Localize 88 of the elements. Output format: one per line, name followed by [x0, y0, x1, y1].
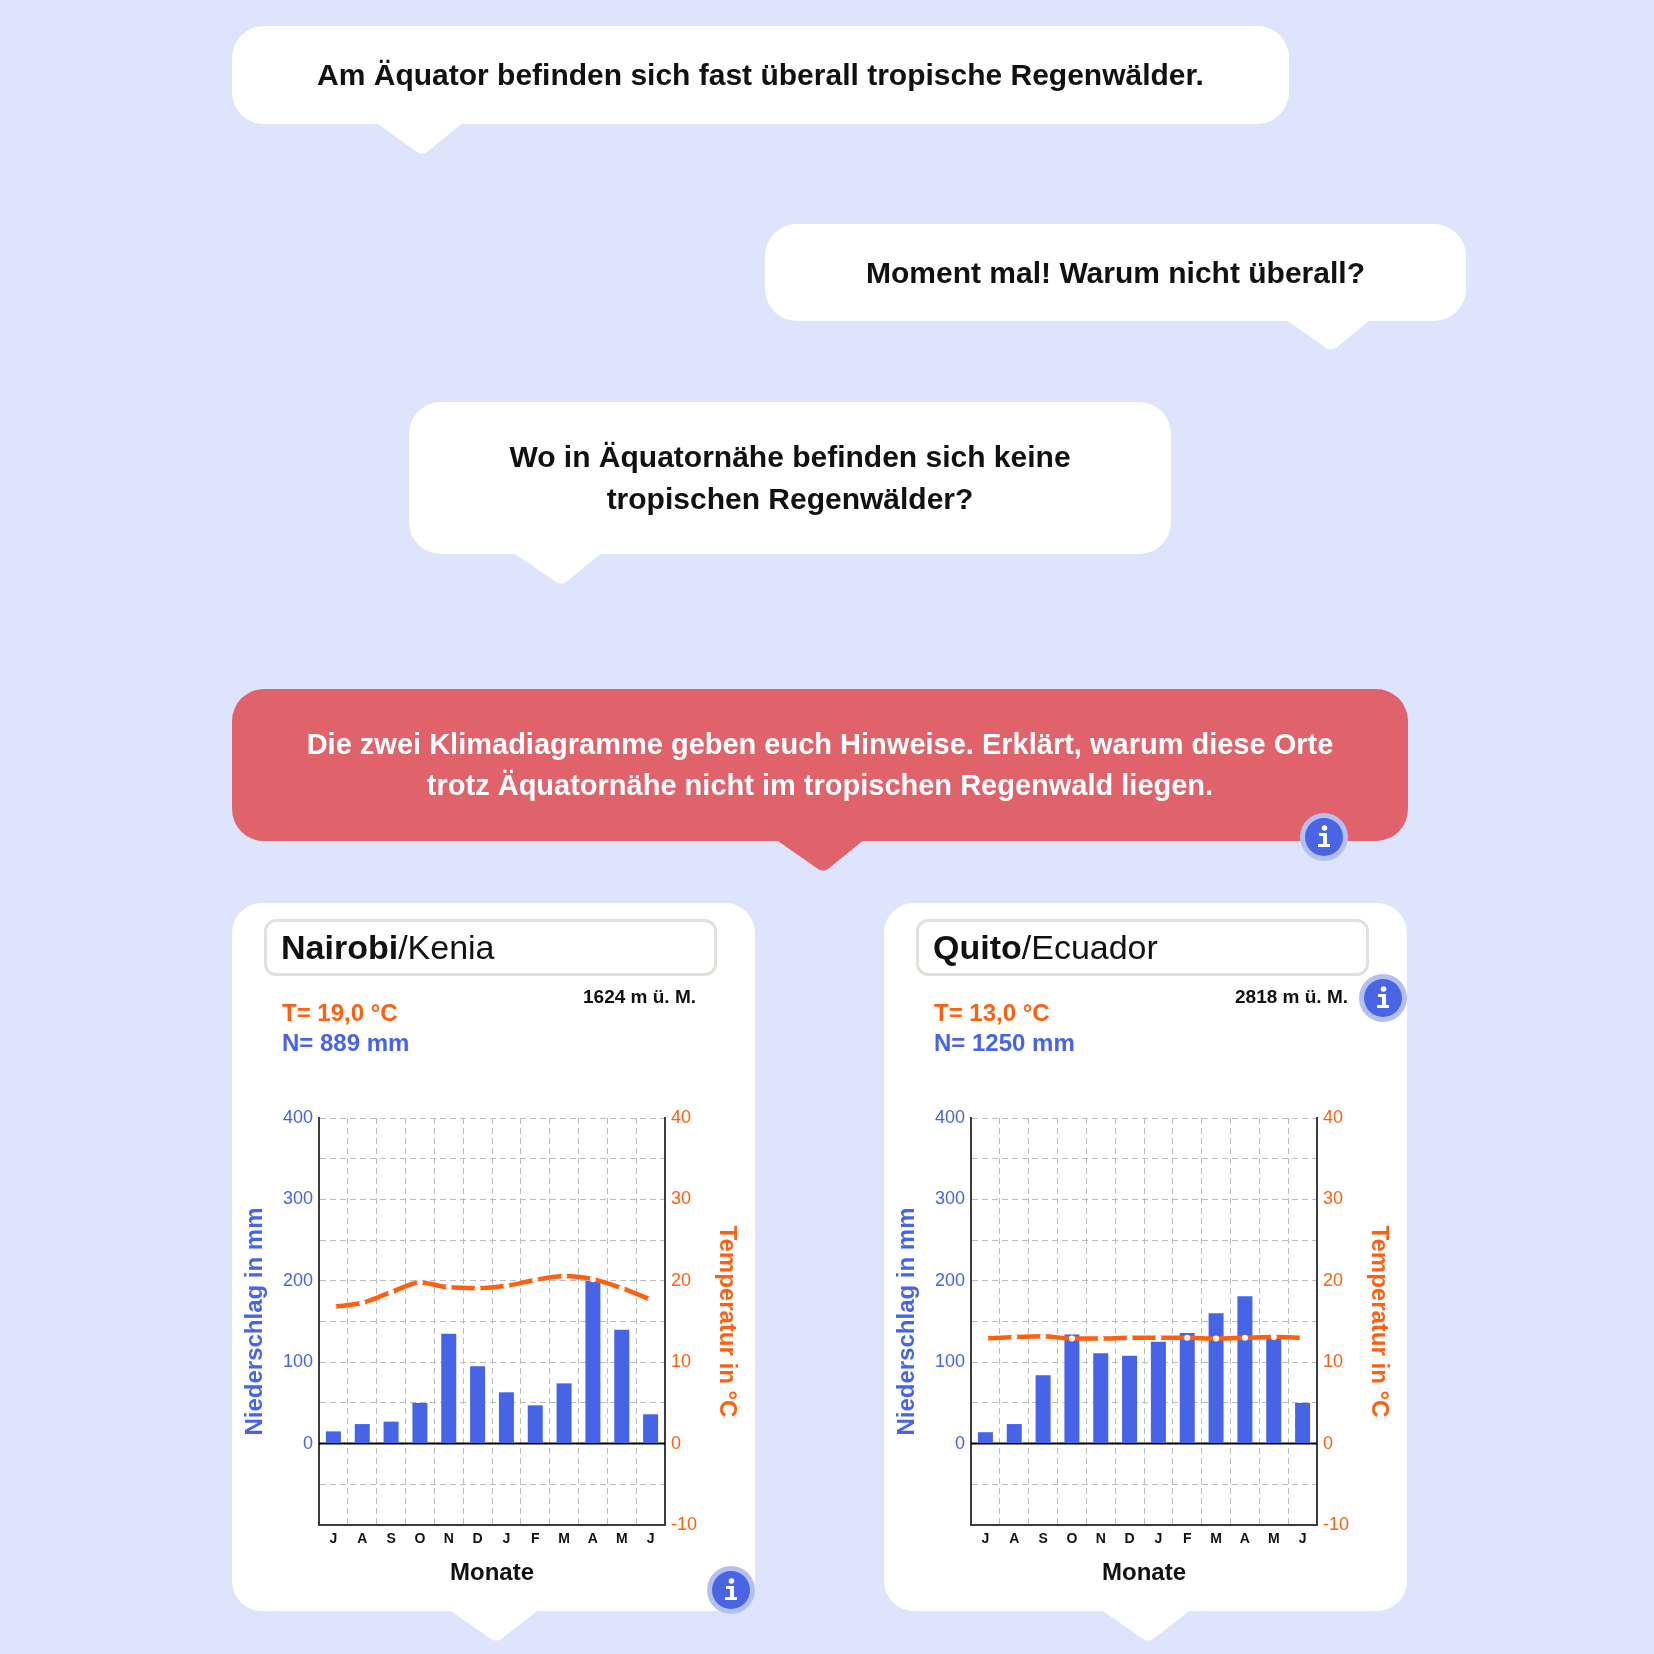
bar	[1179, 1332, 1195, 1444]
y2-tick-label: 10	[1323, 1351, 1344, 1372]
x-tick-label: F	[1182, 1530, 1192, 1547]
y-tick-label: 200	[282, 1269, 313, 1290]
x-tick-label: F	[530, 1530, 540, 1547]
bar	[412, 1402, 428, 1444]
y-tick-label: 200	[934, 1269, 965, 1290]
text: Wo in Äquatornähe befinden sich keine tropischen Regenwälder?	[508, 439, 1072, 517]
bar	[614, 1329, 630, 1444]
y2-axis-title: Temperatur in °C	[1366, 1225, 1394, 1418]
bar	[354, 1424, 370, 1444]
y-tick-label: 0	[954, 1432, 965, 1453]
bar	[556, 1383, 572, 1444]
bar	[643, 1414, 659, 1444]
bar	[1208, 1313, 1224, 1444]
y-tick-label: 0	[302, 1432, 313, 1453]
x-tick-label: A	[587, 1530, 598, 1547]
x-tick-label: J	[1154, 1530, 1163, 1547]
x-axis-title: Monate	[450, 1558, 534, 1586]
bar	[498, 1392, 514, 1444]
chart-title: Nairobi/Kenia	[281, 928, 495, 967]
text: 1624 m ü. M.	[582, 986, 696, 1008]
y2-tick-label: 40	[671, 1106, 692, 1127]
text: T= 13,0 °C	[934, 999, 1050, 1027]
y2-tick-label: 0	[1323, 1432, 1334, 1453]
y2-tick-label: 0	[671, 1432, 682, 1453]
y2-tick-label: 20	[1323, 1269, 1344, 1290]
y2-tick-label: 40	[1323, 1106, 1344, 1127]
x-tick-label: N	[443, 1530, 454, 1547]
text: N= 889 mm	[282, 1029, 410, 1057]
x-tick-label: J	[502, 1530, 511, 1547]
y-axis-title: Niederschlag in mm	[892, 1207, 920, 1436]
x-tick-label: M	[558, 1530, 570, 1547]
x-tick-label: M	[1210, 1530, 1222, 1547]
y-tick-label: 300	[282, 1188, 313, 1209]
y2-tick-label: 10	[671, 1351, 692, 1372]
x-tick-label: A	[357, 1530, 368, 1547]
bar	[1237, 1296, 1253, 1444]
y-tick-label: 400	[934, 1106, 965, 1127]
bar	[585, 1280, 601, 1444]
y-tick-label: 400	[282, 1106, 313, 1127]
x-tick-label: A	[1239, 1530, 1250, 1547]
y2-tick-label: 20	[671, 1269, 692, 1290]
bar	[383, 1421, 399, 1444]
y2-tick-label: 30	[1323, 1188, 1344, 1209]
bar	[1150, 1341, 1166, 1444]
y-axis-title: Niederschlag in mm	[240, 1207, 268, 1436]
x-tick-label: O	[1066, 1530, 1078, 1547]
bar	[1266, 1336, 1282, 1444]
bar	[441, 1333, 457, 1444]
text: T= 19,0 °C	[282, 999, 398, 1027]
x-tick-label: D	[1124, 1530, 1135, 1547]
x-tick-label: A	[1009, 1530, 1020, 1547]
x-tick-label: S	[1038, 1530, 1048, 1547]
bar	[1064, 1334, 1080, 1444]
x-tick-label: J	[981, 1530, 990, 1547]
x-tick-label: M	[1267, 1530, 1280, 1547]
x-tick-label: D	[472, 1530, 483, 1547]
x-tick-label: J	[646, 1530, 655, 1547]
bar	[1093, 1353, 1109, 1444]
y-tick-label: 100	[282, 1351, 313, 1372]
x-tick-label: N	[1095, 1530, 1106, 1547]
x-tick-label: J	[1298, 1530, 1307, 1547]
bar	[1035, 1375, 1051, 1444]
bar	[1122, 1355, 1138, 1444]
y2-tick-label: -10	[1323, 1513, 1350, 1534]
y2-axis-title: Temperatur in °C	[714, 1225, 742, 1418]
x-tick-label: J	[329, 1530, 338, 1547]
x-tick-label: O	[414, 1530, 426, 1547]
bar	[470, 1366, 486, 1444]
x-tick-label: S	[386, 1530, 396, 1547]
y2-tick-label: 30	[671, 1188, 692, 1209]
chart-title: Quito/Ecuador	[933, 928, 1158, 967]
bar	[1295, 1402, 1311, 1444]
text: Am Äquator befinden sich fast überall tropische Regenwälder.	[317, 57, 1204, 93]
text: N= 1250 mm	[934, 1029, 1075, 1057]
text: Die zwei Klimadiagramme geben euch Hinweise. Erklärt, warum diese Orte trotz Äquatornähe nicht im tropischen Regenwald liegen.	[305, 727, 1335, 803]
y-tick-label: 100	[934, 1351, 965, 1372]
text: Moment mal! Warum nicht überall?	[866, 254, 1365, 291]
bar	[1006, 1424, 1022, 1444]
x-axis-title: Monate	[1102, 1558, 1186, 1586]
x-tick-label: M	[615, 1530, 628, 1547]
y-tick-label: 300	[934, 1188, 965, 1209]
bar	[527, 1405, 543, 1444]
bar	[325, 1431, 341, 1444]
bar	[977, 1432, 993, 1444]
y2-tick-label: -10	[671, 1513, 698, 1534]
text: 2818 m ü. M.	[1234, 986, 1348, 1008]
